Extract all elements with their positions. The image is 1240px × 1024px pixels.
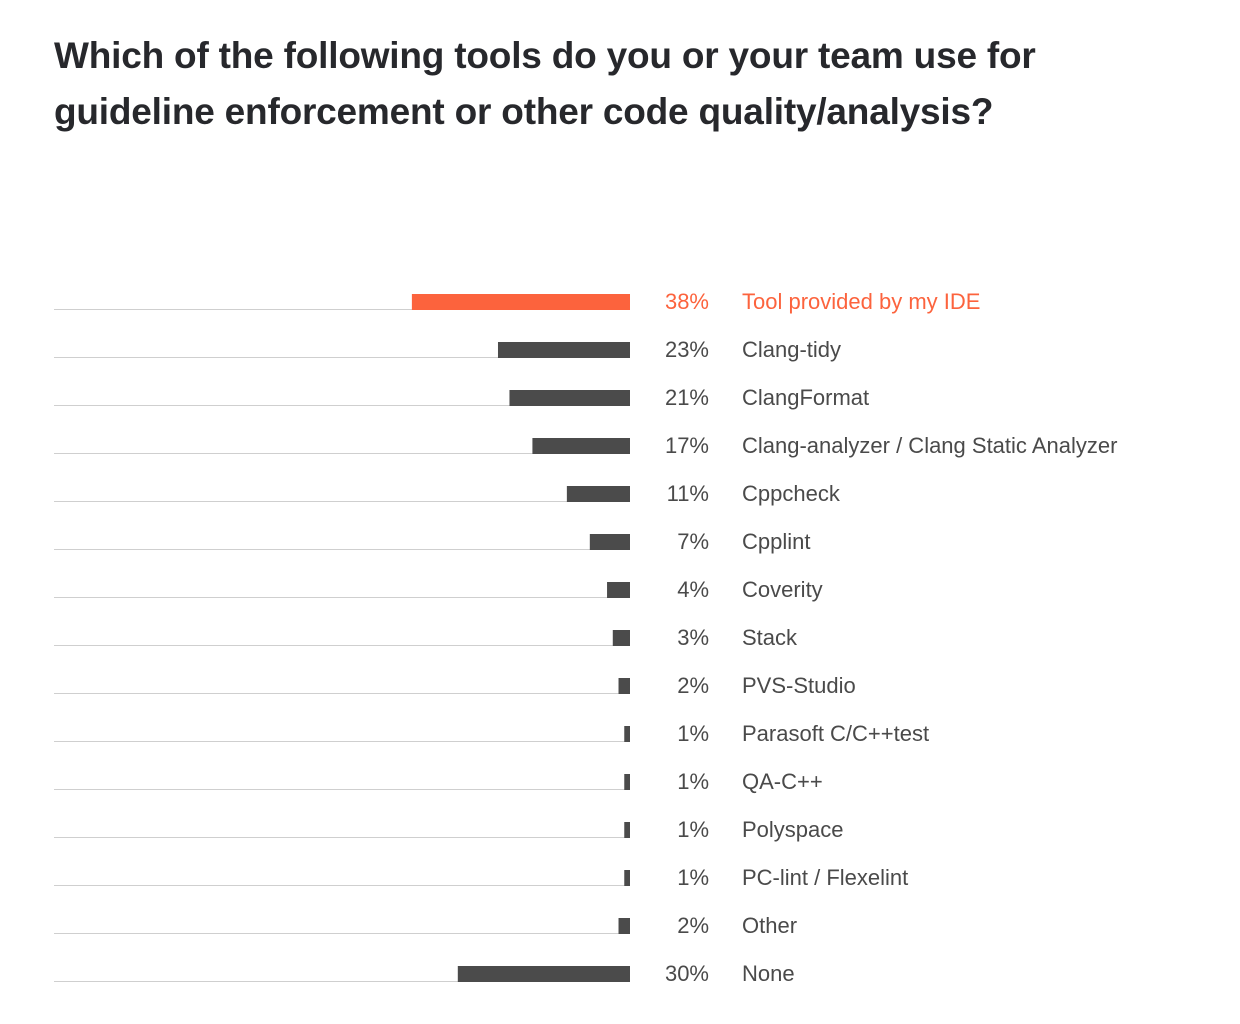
bar	[589, 534, 630, 550]
bar-row: 2% PVS-Studio	[54, 673, 856, 698]
bar-row: 1% Polyspace	[54, 817, 844, 842]
category-label: QA-C++	[742, 769, 823, 794]
data-label: 17%	[665, 433, 709, 458]
category-label: Clang-tidy	[742, 337, 841, 362]
bar-row: 21% ClangFormat	[54, 385, 869, 410]
category-label: Coverity	[742, 577, 823, 602]
data-label: 2%	[677, 913, 709, 938]
bar	[457, 966, 630, 982]
bar	[509, 390, 630, 406]
data-label: 3%	[677, 625, 709, 650]
category-label: Cpplint	[742, 529, 810, 554]
bar-row: 11% Cppcheck	[54, 481, 841, 506]
bar-row: 2% Other	[54, 913, 797, 938]
category-label: ClangFormat	[742, 385, 869, 410]
bar	[618, 918, 630, 934]
bar	[497, 342, 630, 358]
category-label: Stack	[742, 625, 798, 650]
category-label: None	[742, 961, 795, 986]
data-label: 1%	[677, 817, 709, 842]
bar	[624, 870, 630, 886]
bar-row: 30% None	[54, 961, 795, 986]
data-label: 23%	[665, 337, 709, 362]
bar	[612, 630, 630, 646]
category-label: Other	[742, 913, 797, 938]
bar-row: 3% Stack	[54, 625, 798, 650]
category-label: Polyspace	[742, 817, 844, 842]
bar-row: 1% QA-C++	[54, 769, 823, 794]
data-label: 4%	[677, 577, 709, 602]
bar	[624, 774, 630, 790]
data-label: 1%	[677, 769, 709, 794]
bar	[566, 486, 630, 502]
bar	[624, 822, 630, 838]
data-label: 21%	[665, 385, 709, 410]
category-label: PC-lint / Flexelint	[742, 865, 908, 890]
bar-row: 1% Parasoft C/C++test	[54, 721, 929, 746]
category-label: Parasoft C/C++test	[742, 721, 929, 746]
bar	[411, 294, 630, 310]
data-label: 11%	[667, 481, 709, 506]
bar	[607, 582, 630, 598]
data-label: 2%	[677, 673, 709, 698]
chart-title: Which of the following tools do you or y…	[54, 35, 1036, 132]
data-label: 7%	[677, 529, 709, 554]
data-label: 1%	[677, 865, 709, 890]
bar-row: 23% Clang-tidy	[54, 337, 841, 362]
category-label: PVS-Studio	[742, 673, 856, 698]
bar-row: 4% Coverity	[54, 577, 823, 602]
bar	[532, 438, 630, 454]
bar-row: 1% PC-lint / Flexelint	[54, 865, 908, 890]
bar	[624, 726, 630, 742]
bar	[618, 678, 630, 694]
category-label: Tool provided by my IDE	[742, 289, 980, 314]
bar-row: 17% Clang-analyzer / Clang Static Analyze…	[54, 433, 1117, 458]
data-label: 38%	[665, 289, 709, 314]
category-label: Cppcheck	[742, 481, 841, 506]
data-label: 1%	[677, 721, 709, 746]
data-label: 30%	[665, 961, 709, 986]
category-label: Clang-analyzer / Clang Static Analyzer	[742, 433, 1117, 458]
bar-row: 7% Cpplint	[54, 529, 810, 554]
bar-row: 38% Tool provided by my IDE	[54, 289, 980, 314]
